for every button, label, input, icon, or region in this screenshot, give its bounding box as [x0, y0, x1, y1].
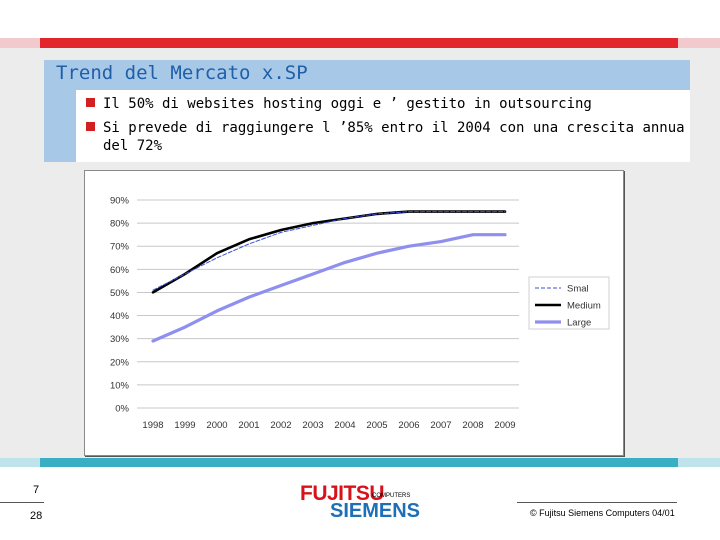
- top-accent-bar-left: [0, 38, 40, 48]
- y-tick-label: 90%: [110, 196, 130, 207]
- page-number-bottom: 28: [30, 510, 43, 522]
- y-tick-label: 20%: [110, 357, 130, 368]
- series-line-smal: [152, 211, 506, 291]
- series-line-large: [151, 233, 507, 343]
- copyright-text: © Fujitsu Siemens Computers 04/01: [530, 508, 675, 518]
- x-tick-label: 2008: [462, 420, 483, 431]
- logo-fujitsu-text: FUJITSU: [300, 482, 385, 505]
- bottom-accent-bar-left: [0, 458, 40, 467]
- page-number-top: 7: [33, 484, 40, 496]
- bullet-list: Il 50% di websites hosting oggi e ’ gest…: [76, 90, 690, 162]
- line-chart: 0% 10% 20% 30% 40% 50% 60% 70% 80% 90% 1998 1999 200…: [110, 196, 610, 431]
- y-tick-label: 80%: [110, 219, 130, 230]
- legend-label: Medium: [567, 301, 601, 312]
- bottom-accent-bar: [40, 458, 678, 467]
- x-tick-label: 1998: [142, 420, 163, 431]
- x-tick-label: 2003: [302, 420, 323, 431]
- top-accent-bar: [40, 38, 678, 48]
- footer-divider-left: [0, 502, 44, 503]
- bullet-text: Il 50% di websites hosting oggi e ’ gest…: [103, 96, 592, 112]
- logo-computers-text: COMPUTERS: [372, 493, 411, 499]
- x-tick-label: 1999: [174, 420, 195, 431]
- y-tick-label: 70%: [110, 242, 130, 253]
- top-accent-bar-right: [678, 38, 720, 48]
- title-bar: [44, 60, 690, 90]
- y-tick-label: 10%: [110, 380, 130, 391]
- x-tick-label: 2001: [238, 420, 259, 431]
- x-tick-label: 2006: [398, 420, 419, 431]
- y-tick-label: 0%: [115, 404, 129, 415]
- bullet-item: Il 50% di websites hosting oggi e ’ gest…: [86, 95, 592, 113]
- legend-label: Large: [567, 318, 591, 329]
- footer-divider-right: [517, 502, 677, 503]
- series-line-medium: [151, 210, 507, 294]
- bottom-accent-bar-right: [678, 458, 720, 467]
- x-tick-label: 2005: [366, 420, 387, 431]
- x-tick-label: 2004: [334, 420, 355, 431]
- x-tick-label: 2002: [270, 420, 291, 431]
- y-tick-label: 50%: [110, 288, 130, 299]
- bullet-square-icon: [86, 122, 95, 131]
- bullet-text: Si prevede di raggiungere l ’85% entro i…: [103, 120, 685, 136]
- bullet-square-icon: [86, 98, 95, 107]
- x-tick-label: 2007: [430, 420, 451, 431]
- title-left-stripe: [44, 90, 76, 162]
- slide-title: Trend del Mercato x.SP: [56, 62, 308, 84]
- legend-box: [528, 276, 610, 330]
- chart-frame: 0% 10% 20% 30% 40% 50% 60% 70% 80% 90% 1998 1999 200…: [84, 170, 624, 456]
- logo-siemens-text: SIEMENS: [330, 500, 421, 522]
- y-tick-label: 60%: [110, 265, 130, 276]
- bullet-item: Si prevede di raggiungere l ’85% entro i…: [86, 119, 685, 137]
- x-tick-label: 2009: [494, 420, 515, 431]
- y-tick-label: 30%: [110, 334, 130, 345]
- bullet-continuation: del 72%: [103, 138, 163, 154]
- x-tick-label: 2000: [206, 420, 227, 431]
- legend-label: Smal: [567, 284, 589, 295]
- y-tick-label: 40%: [110, 311, 130, 322]
